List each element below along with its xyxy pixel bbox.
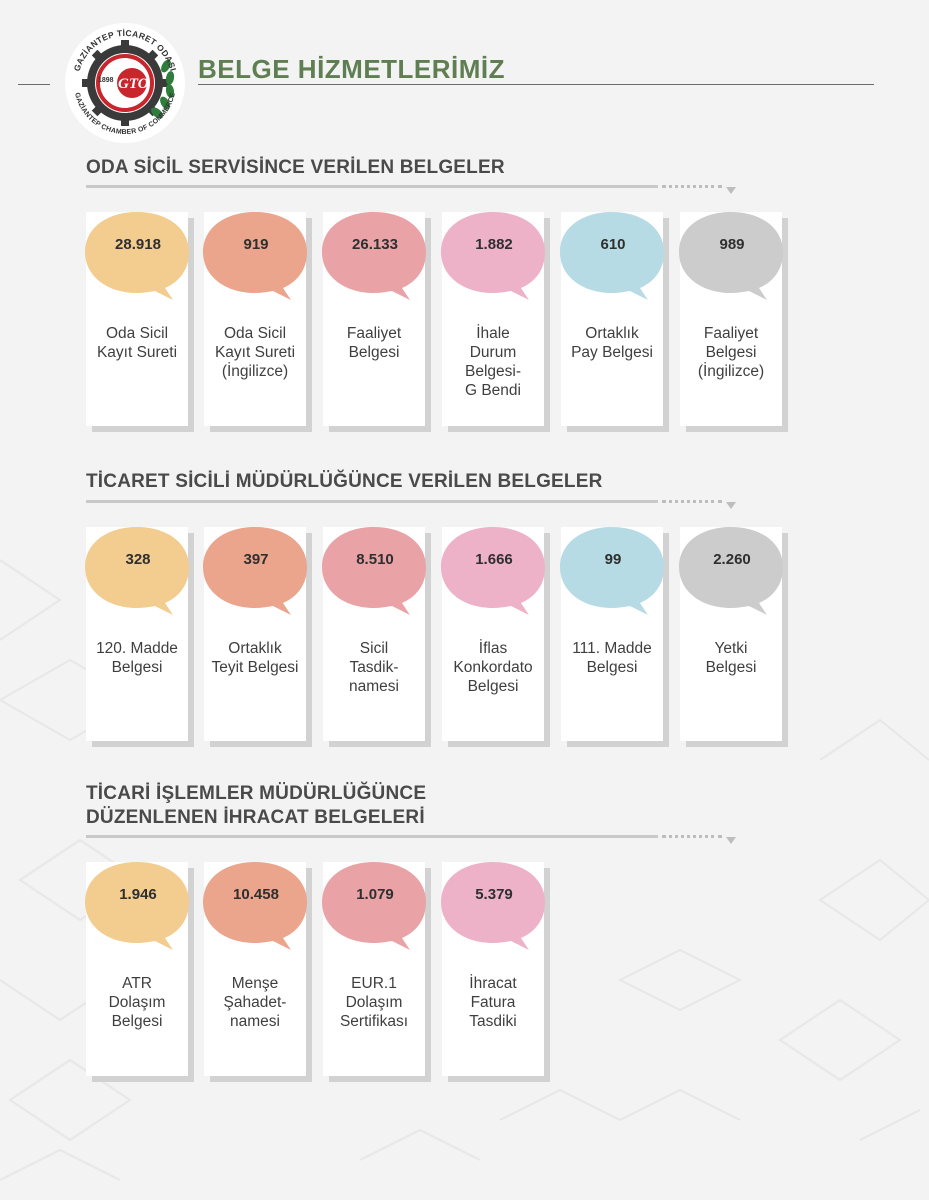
document-count: 919 — [243, 236, 269, 253]
document-count: 397 — [243, 551, 269, 568]
document-count: 99 — [604, 551, 622, 568]
document-label: Oda Sicil Kayıt Sureti (İngilizce) — [214, 325, 296, 380]
document-card: 26.133 Faaliyet Belgesi — [322, 212, 431, 432]
section-title-line: TİCARET SİCİLİ MÜDÜRLÜĞÜNCE VERİLEN BELG… — [86, 471, 603, 492]
document-label: Ortaklık Pay Belgesi — [571, 325, 653, 361]
document-card: 610 Ortaklık Pay Belgesi — [560, 212, 669, 432]
document-label: İhracat Fatura Tasdiki — [469, 975, 517, 1030]
speech-bubble — [322, 862, 426, 950]
section-title: TİCARET SİCİLİ MÜDÜRLÜĞÜNCE VERİLEN BELG… — [86, 470, 603, 494]
document-card: 989 Faaliyet Belgesi (İngilizce) — [679, 212, 788, 432]
section-title-line: DÜZENLENEN İHRACAT BELGELERİ — [86, 807, 425, 828]
document-card: 1.079 EUR.1 Dolaşım Sertifikası — [322, 862, 431, 1082]
section-rule — [86, 185, 658, 188]
document-label: 111. Madde Belgesi — [572, 640, 652, 676]
speech-bubble — [441, 212, 545, 300]
speech-bubble — [322, 212, 426, 300]
document-count: 989 — [719, 236, 745, 253]
speech-bubble — [203, 862, 307, 950]
page-header: 1898 GTO GAZİANTEP TİCARET ODASI GAZİANT… — [0, 0, 929, 150]
speech-bubble — [679, 527, 783, 615]
header-rule-left — [18, 84, 50, 85]
document-label: Yetki Belgesi — [705, 640, 757, 676]
svg-text:GTO: GTO — [118, 76, 149, 92]
document-count: 2.260 — [713, 551, 751, 568]
document-card: 1.666 İflas Konkordato Belgesi — [441, 527, 550, 747]
section-rule — [86, 835, 658, 838]
document-label: İflas Konkordato Belgesi — [453, 640, 533, 695]
document-count: 26.133 — [352, 236, 398, 253]
gto-logo: 1898 GTO GAZİANTEP TİCARET ODASI GAZİANT… — [65, 23, 185, 143]
speech-bubble — [441, 862, 545, 950]
document-count: 8.510 — [356, 551, 394, 568]
document-label: Faaliyet Belgesi — [346, 325, 402, 361]
section-dotted-rule — [662, 185, 722, 188]
section-title-line: TİCARİ İŞLEMLER MÜDÜRLÜĞÜNCE — [86, 783, 427, 804]
document-card: 8.510 Sicil Tasdik- namesi — [322, 527, 431, 747]
header-rule-right — [198, 84, 874, 85]
speech-bubble — [85, 212, 189, 300]
document-count: 328 — [125, 551, 151, 568]
document-count: 10.458 — [233, 886, 279, 903]
speech-bubble — [560, 212, 664, 300]
document-count: 5.379 — [475, 886, 513, 903]
page-title: BELGE HİZMETLERİMİZ — [198, 54, 506, 84]
speech-bubble — [85, 527, 189, 615]
section-dotted-rule — [662, 500, 722, 503]
document-card: 919 Oda Sicil Kayıt Sureti (İngilizce) — [203, 212, 312, 432]
svg-text:1898: 1898 — [98, 77, 114, 84]
speech-bubble — [203, 527, 307, 615]
document-label: Oda Sicil Kayıt Sureti — [96, 325, 178, 361]
document-count: 1.666 — [475, 551, 513, 568]
speech-bubble — [441, 527, 545, 615]
arrow-down-icon — [726, 187, 736, 194]
document-label: EUR.1 Dolaşım Sertifikası — [339, 975, 409, 1030]
arrow-down-icon — [726, 837, 736, 844]
document-count: 610 — [600, 236, 626, 253]
arrow-down-icon — [726, 502, 736, 509]
document-card: 28.918 Oda Sicil Kayıt Sureti — [85, 212, 194, 432]
document-count: 1.079 — [356, 886, 394, 903]
document-label: ATR Dolaşım Belgesi — [108, 975, 166, 1030]
document-label: 120. Madde Belgesi — [96, 640, 178, 676]
speech-bubble — [203, 212, 307, 300]
speech-bubble — [85, 862, 189, 950]
document-card: 10.458 Menşe Şahadet- namesi — [203, 862, 312, 1082]
document-label: Sicil Tasdik- namesi — [349, 640, 399, 695]
section-title: ODA SİCİL SERVİSİNCE VERİLEN BELGELER — [86, 156, 505, 180]
section-title: TİCARİ İŞLEMLER MÜDÜRLÜĞÜNCE DÜZENLENEN İ… — [86, 782, 426, 830]
section-title-line: ODA SİCİL SERVİSİNCE VERİLEN BELGELER — [86, 157, 505, 178]
document-count: 28.918 — [115, 236, 161, 253]
document-card: 1.946 ATR Dolaşım Belgesi — [85, 862, 194, 1082]
document-label: Faaliyet Belgesi (İngilizce) — [697, 325, 765, 380]
document-card: 5.379 İhracat Fatura Tasdiki — [441, 862, 550, 1082]
document-count: 1.946 — [119, 886, 157, 903]
document-card: 1.882 İhale Durum Belgesi- G Bendi — [441, 212, 550, 432]
document-card: 99 111. Madde Belgesi — [560, 527, 669, 747]
document-count: 1.882 — [475, 236, 513, 253]
document-label: Ortaklık Teyit Belgesi — [211, 640, 299, 676]
document-label: Menşe Şahadet- namesi — [223, 975, 287, 1030]
section-rule — [86, 500, 658, 503]
document-label: İhale Durum Belgesi- G Bendi — [464, 325, 521, 399]
document-card: 397 Ortaklık Teyit Belgesi — [203, 527, 312, 747]
speech-bubble — [679, 212, 783, 300]
speech-bubble — [322, 527, 426, 615]
section-dotted-rule — [662, 835, 722, 838]
speech-bubble — [560, 527, 664, 615]
document-card: 328 120. Madde Belgesi — [85, 527, 194, 747]
document-card: 2.260 Yetki Belgesi — [679, 527, 788, 747]
